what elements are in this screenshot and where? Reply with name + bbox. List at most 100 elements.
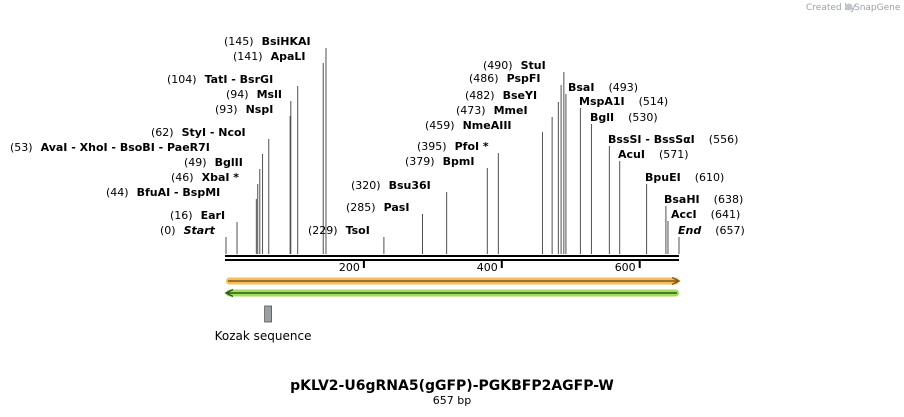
enzyme-name: StuI [521, 59, 546, 72]
enzyme-name: BsaI [568, 81, 594, 94]
enzyme-label-bseyi[interactable]: (482) BseYI [465, 89, 537, 102]
ruler-tick-label: 600 [615, 261, 636, 274]
enzyme-position: (514) [639, 95, 669, 108]
enzyme-alias: - BsrGI [227, 73, 273, 86]
enzyme-label-mspa1i[interactable]: MspA1I (514) [579, 95, 668, 108]
enzyme-label-end[interactable]: End (657) [678, 224, 745, 237]
enzyme-label-tsoi[interactable]: (229) TsoI [308, 224, 370, 237]
enzyme-position: (459) [425, 119, 455, 132]
enzyme-position: (285) [346, 201, 376, 214]
enzyme-name: AcuI [618, 148, 645, 161]
enzyme-label-bsahi[interactable]: BsaHI (638) [664, 193, 743, 206]
enzyme-label-msli[interactable]: (94) MslI [226, 88, 282, 101]
enzyme-position: (610) [695, 171, 725, 184]
enzyme-name: PspFI [507, 72, 541, 85]
enzyme-position: (94) [226, 88, 249, 101]
feature-track: Kozak sequence [215, 276, 681, 343]
enzyme-label-styi[interactable]: (62) StyI - NcoI [151, 126, 246, 139]
enzyme-position: (657) [715, 224, 745, 237]
enzyme-name: MspA1I [579, 95, 625, 108]
sequence-backbone [225, 255, 679, 261]
ruler-tick [638, 261, 641, 268]
ruler: 200 400 600 [339, 261, 641, 274]
enzyme-label-pasi[interactable]: (285) PasI [346, 201, 409, 214]
snapgene-credit: Created by SnapGene [806, 3, 901, 13]
enzyme-name: Start [184, 224, 216, 237]
enzyme-label-nmeaiii[interactable]: (459) NmeAIII [425, 119, 512, 132]
enzyme-name: MmeI [494, 104, 528, 117]
feature-label: Kozak sequence [215, 329, 312, 343]
enzyme-name: BglII [215, 156, 243, 169]
enzyme-name: StyI [182, 126, 206, 139]
enzyme-alias: - XhoI [67, 141, 107, 154]
enzyme-name: Bsu36I [389, 179, 431, 192]
enzyme-label-xbai[interactable]: (46) XbaI * [171, 171, 239, 184]
enzyme-position: (46) [171, 171, 194, 184]
enzyme-name: MslI [257, 88, 282, 101]
enzyme-name: BsaHI [664, 193, 700, 206]
ruler-tick [362, 261, 365, 268]
enzyme-name: XbaI * [202, 171, 240, 184]
enzyme-alias: - BssSαI [642, 133, 695, 146]
enzyme-label-stui[interactable]: (490) StuI [483, 59, 546, 72]
feature-orange-arrow[interactable] [226, 276, 681, 286]
enzyme-position: (490) [483, 59, 513, 72]
enzyme-label-bsai[interactable]: BsaI (493) [568, 81, 638, 94]
enzyme-name: AvaI [41, 141, 68, 154]
enzyme-label-start[interactable]: (0) Start [160, 224, 216, 237]
enzyme-label-bpmi[interactable]: (379) BpmI [405, 155, 474, 168]
enzyme-label-pspfi[interactable]: (486) PspFI [469, 72, 541, 85]
enzyme-label-bpuei[interactable]: BpuEI (610) [645, 171, 724, 184]
feature-kozak[interactable]: Kozak sequence [215, 305, 312, 343]
enzyme-position: (571) [659, 148, 689, 161]
enzyme-alias: - PaeR7I [155, 141, 210, 154]
enzyme-name: PasI [384, 201, 410, 214]
enzyme-name: ApaLI [271, 50, 306, 63]
enzyme-position: (0) [160, 224, 176, 237]
enzyme-name: BseYI [503, 89, 537, 102]
enzyme-label-eari[interactable]: (16) EarI [170, 209, 225, 222]
enzyme-label-acui[interactable]: AcuI (571) [618, 148, 689, 161]
enzyme-label-pfoi[interactable]: (395) PfoI * [417, 140, 489, 153]
enzyme-label-mmei[interactable]: (473) MmeI [456, 104, 528, 117]
enzyme-name: BpmI [443, 155, 475, 168]
ruler-tick-label: 400 [477, 261, 498, 274]
enzyme-position: (395) [417, 140, 447, 153]
enzyme-label-bgli[interactable]: BglI (530) [590, 111, 658, 124]
enzyme-label-acci[interactable]: AccI (641) [671, 208, 740, 221]
enzyme-name: EarI [201, 209, 225, 222]
ruler-tick [500, 261, 503, 268]
enzyme-position: (486) [469, 72, 499, 85]
enzyme-label-bsu36i[interactable]: (320) Bsu36I [351, 179, 431, 192]
enzyme-name: BssSI [608, 133, 642, 146]
enzyme-position: (141) [233, 50, 263, 63]
enzyme-name: AccI [671, 208, 697, 221]
enzyme-label-apali[interactable]: (141) ApaLI [233, 50, 306, 63]
enzyme-label-bsssi[interactable]: BssSI - BssSαI (556) [608, 133, 738, 146]
enzyme-position: (104) [167, 73, 197, 86]
enzyme-alias: - BsoBI [108, 141, 155, 154]
enzyme-position: (530) [628, 111, 658, 124]
enzyme-position: (62) [151, 126, 174, 139]
enzyme-label-bglii[interactable]: (49) BglII [184, 156, 243, 169]
enzyme-position: (482) [465, 89, 495, 102]
backbone-top-strand [225, 255, 679, 257]
enzyme-position: (473) [456, 104, 486, 117]
enzyme-position: (16) [170, 209, 193, 222]
enzyme-name: End [678, 224, 701, 237]
backbone-bottom-strand [225, 259, 679, 261]
enzyme-position: (556) [709, 133, 739, 146]
enzyme-label-avai[interactable]: (53) AvaI - XhoI - BsoBI - PaeR7I [10, 141, 210, 154]
enzyme-label-nspi[interactable]: (93) NspI [215, 103, 273, 116]
arrow-right-icon [671, 276, 681, 286]
credit-text: Created by [806, 3, 856, 13]
enzyme-position: (93) [215, 103, 238, 116]
enzyme-label-bfuai[interactable]: (44) BfuAI - BspMI [106, 186, 220, 199]
enzyme-label-bsihkai[interactable]: (145) BsiHKAI [224, 35, 311, 48]
enzyme-lead-lines [225, 48, 680, 254]
enzyme-position: (44) [106, 186, 129, 199]
enzyme-label-tati[interactable]: (104) TatI - BsrGI [167, 73, 273, 86]
enzyme-position: (145) [224, 35, 254, 48]
enzyme-name: BfuAI [137, 186, 171, 199]
feature-green-arrow[interactable] [224, 288, 679, 298]
